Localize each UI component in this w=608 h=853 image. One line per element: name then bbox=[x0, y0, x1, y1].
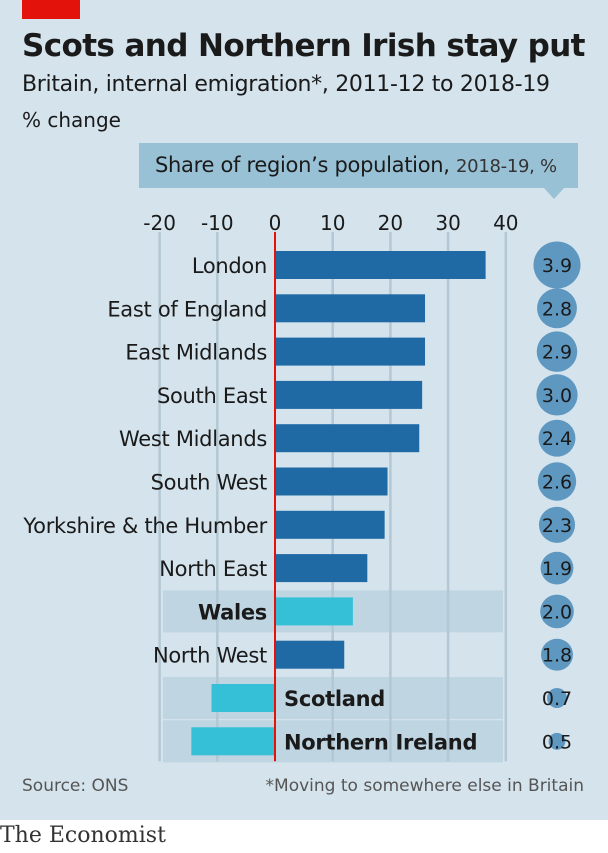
share-value-label: 0.5 bbox=[542, 731, 572, 753]
category-label: East of England bbox=[107, 297, 267, 321]
share-header-box bbox=[139, 143, 578, 188]
share-circle bbox=[537, 462, 577, 501]
bar bbox=[275, 337, 426, 366]
economist-wordmark: The Economist bbox=[0, 823, 166, 848]
share-circle bbox=[536, 331, 578, 372]
category-label: West Midlands bbox=[119, 427, 267, 451]
share-circle bbox=[537, 288, 577, 329]
bar bbox=[191, 727, 275, 756]
share-circle bbox=[533, 241, 581, 289]
category-label: North West bbox=[153, 644, 267, 668]
chart-subtitle: Britain, internal emigration*, 2011-12 t… bbox=[22, 72, 550, 97]
share-circle bbox=[536, 374, 578, 416]
x-tick-label: -20 bbox=[143, 211, 176, 235]
share-value-label: 2.3 bbox=[542, 515, 572, 537]
share-value-label: 2.6 bbox=[542, 472, 572, 494]
category-label: North East bbox=[159, 557, 267, 581]
share-circle bbox=[538, 506, 576, 543]
bar-chart: -20 -10 0 10 20 30 40 London 3.9 East of England 2… bbox=[22, 211, 581, 763]
bar bbox=[275, 597, 353, 626]
bar bbox=[275, 424, 420, 453]
share-value-label: 0.7 bbox=[542, 688, 572, 710]
share-value-label: 2.8 bbox=[542, 298, 572, 320]
x-tick-label: 20 bbox=[378, 211, 403, 235]
brand-red-tag bbox=[22, 0, 80, 19]
bar bbox=[275, 640, 345, 669]
footnote: *Moving to somewhere else in Britain bbox=[265, 776, 584, 796]
x-tick-label: 40 bbox=[493, 211, 518, 235]
share-value-label: 1.9 bbox=[542, 558, 572, 580]
category-label: Wales bbox=[198, 600, 267, 624]
share-circle bbox=[541, 638, 573, 671]
share-circle bbox=[547, 688, 567, 708]
chart-title: Scots and Northern Irish stay put bbox=[22, 28, 586, 64]
bar bbox=[275, 294, 426, 323]
bar bbox=[275, 467, 388, 496]
bar bbox=[275, 510, 385, 539]
share-value-label: 2.0 bbox=[542, 601, 572, 623]
share-header-pointer bbox=[544, 188, 564, 199]
share-circle bbox=[538, 419, 576, 457]
source-note: Source: ONS bbox=[22, 776, 129, 796]
share-value-label: 1.8 bbox=[542, 645, 572, 667]
category-label: Yorkshire & the Humber bbox=[22, 514, 267, 538]
unit-label: % change bbox=[22, 108, 121, 132]
bar bbox=[275, 251, 486, 279]
category-label: East Midlands bbox=[125, 341, 267, 365]
x-tick-label: 30 bbox=[435, 211, 460, 235]
category-label: Northern Ireland bbox=[284, 730, 477, 754]
share-value-label: 2.9 bbox=[542, 342, 572, 364]
share-circle bbox=[548, 732, 566, 750]
share-header-detail: 2018-19, % bbox=[456, 156, 557, 177]
bar bbox=[275, 380, 423, 409]
share-header-label: Share of region’s population, 2018-19, % bbox=[155, 153, 557, 177]
category-label: South East bbox=[157, 384, 267, 408]
x-tick-label: -10 bbox=[201, 211, 234, 235]
share-circle bbox=[540, 594, 574, 629]
category-label: London bbox=[192, 254, 267, 278]
x-tick-label: 10 bbox=[320, 211, 345, 235]
share-header-main: Share of region’s population, bbox=[155, 153, 450, 177]
share-value-label: 2.4 bbox=[542, 428, 572, 450]
share-value-label: 3.9 bbox=[542, 255, 572, 277]
share-circle bbox=[540, 551, 574, 585]
share-value-label: 3.0 bbox=[542, 385, 572, 407]
category-label: Scotland bbox=[284, 687, 385, 711]
bar bbox=[275, 554, 368, 583]
x-tick-label: 0 bbox=[269, 211, 282, 235]
category-label: South West bbox=[151, 471, 267, 495]
bar bbox=[211, 684, 275, 712]
